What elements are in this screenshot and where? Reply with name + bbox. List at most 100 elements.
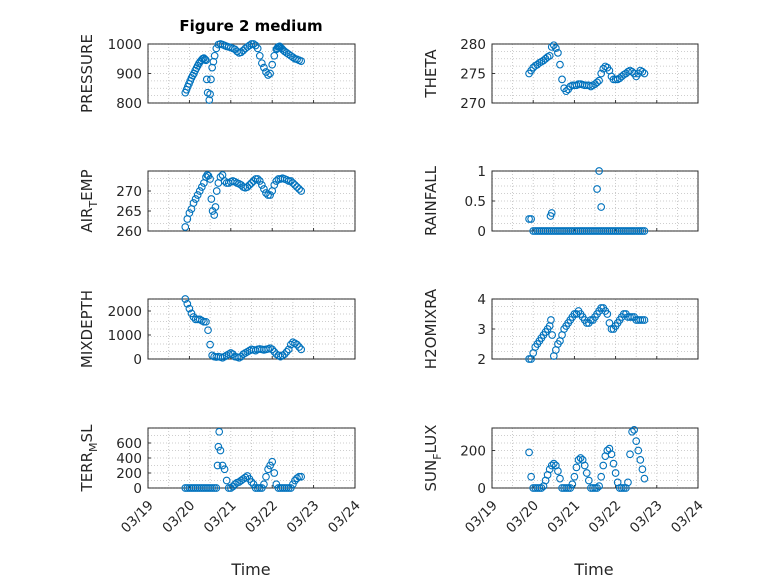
y-axis-label: SUNFLUX — [422, 425, 444, 492]
data-point — [599, 461, 608, 470]
data-point — [185, 209, 194, 217]
data-point — [568, 480, 577, 489]
data-point — [276, 43, 285, 52]
y-axis-label: TERRMSL — [78, 424, 100, 493]
data-point — [272, 177, 281, 185]
data-point — [207, 195, 216, 203]
x-tick-label: 03/19 — [462, 498, 501, 537]
y-axis-label: MIXDEPTH — [78, 290, 96, 368]
y-axis-label: RAINFALL — [422, 165, 440, 236]
y-axis-label: PRESSURE — [78, 34, 96, 113]
data-point — [210, 51, 219, 60]
data-point — [545, 51, 554, 60]
data-point — [255, 177, 264, 185]
data-point — [636, 227, 645, 235]
data-point — [636, 316, 645, 324]
data-point — [566, 484, 575, 492]
data-point — [247, 40, 256, 48]
data-point — [189, 199, 198, 207]
data-point — [201, 55, 209, 64]
data-point — [297, 187, 306, 195]
y-tick-label: 0 — [477, 481, 486, 497]
x-tick-label: 03/23 — [284, 498, 323, 537]
axes-background — [147, 43, 356, 104]
data-point — [576, 454, 585, 462]
y-axis-label: AIRTEMP — [78, 169, 100, 232]
x-tick-label: 03/20 — [159, 498, 198, 537]
subplot-6: 2 3 4 H2OMIXRA — [422, 288, 699, 369]
data-point — [611, 75, 620, 84]
data-point — [264, 191, 272, 199]
y-tick-label: 270 — [460, 96, 486, 112]
figure-title: Figure 2 medium — [179, 17, 322, 35]
data-point — [638, 227, 647, 235]
data-point — [562, 87, 571, 96]
data-point — [527, 215, 535, 223]
x-tick-label: 03/21 — [544, 498, 583, 537]
data-point — [212, 44, 221, 53]
data-point — [562, 484, 571, 492]
data-point — [632, 437, 641, 445]
data-point — [247, 179, 256, 187]
data-point — [268, 345, 277, 354]
data-point — [640, 227, 649, 235]
data-point — [593, 78, 601, 87]
data-point — [574, 456, 583, 464]
data-point — [264, 71, 272, 79]
data-point — [241, 473, 250, 482]
y-tick-label: 0.5 — [465, 194, 486, 210]
data-point — [617, 484, 626, 492]
data-point — [218, 461, 227, 470]
data-point — [597, 203, 606, 211]
data-point — [202, 317, 210, 326]
data-point — [193, 191, 202, 199]
y-tick-label: 2 — [477, 352, 486, 368]
axes-frame — [147, 298, 356, 360]
data-point — [253, 175, 262, 183]
data-point — [195, 187, 204, 195]
data-point — [297, 472, 306, 481]
data-point — [624, 478, 632, 487]
data-point — [197, 56, 206, 65]
data-point — [266, 191, 274, 199]
data-point — [260, 185, 268, 193]
data-point — [607, 450, 616, 459]
data-point — [611, 469, 620, 477]
data-point — [181, 223, 190, 231]
data-point — [253, 484, 262, 492]
data-point — [595, 76, 603, 85]
data-point — [609, 459, 618, 468]
subplot-1: 800 900 1000 PRESSURE — [78, 34, 356, 113]
data-point — [255, 51, 264, 60]
data-point — [593, 484, 601, 492]
data-point — [554, 467, 562, 475]
y-tick-label: 200 — [460, 444, 486, 460]
data-point — [215, 427, 224, 436]
x-tick-label: 03/22 — [586, 498, 625, 537]
data-point — [547, 316, 555, 324]
y-tick-label: 0 — [477, 224, 486, 240]
data-point — [291, 181, 299, 189]
data-point — [554, 48, 562, 57]
y-tick-label: 270 — [116, 184, 142, 200]
y-tick-label: 275 — [460, 67, 486, 83]
data-point — [640, 316, 649, 324]
x-axis-label-left: Time — [230, 560, 270, 579]
data-point — [297, 57, 306, 65]
data-point — [284, 345, 293, 354]
data-point — [282, 484, 291, 492]
data-point — [556, 474, 564, 483]
data-point — [204, 326, 212, 335]
data-point — [293, 183, 301, 191]
data-point — [525, 355, 533, 363]
y-tick-label: 200 — [116, 466, 142, 482]
data-point — [206, 175, 214, 183]
data-point — [630, 426, 638, 434]
data-point — [556, 60, 564, 69]
data-point — [295, 343, 303, 351]
data-point — [284, 177, 293, 185]
data-point — [212, 484, 221, 492]
data-point — [231, 480, 239, 489]
data-point — [552, 44, 560, 52]
